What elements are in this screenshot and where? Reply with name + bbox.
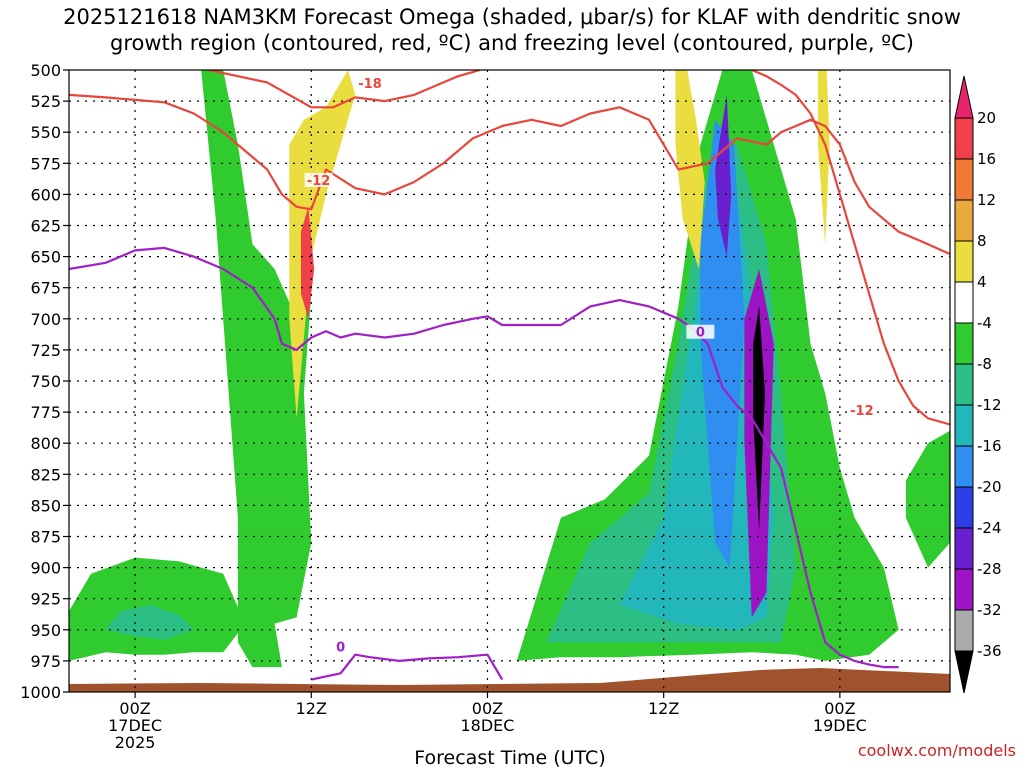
contour-label-freezing-level-lower: 0 xyxy=(336,640,345,655)
x-tick-label: 12Z xyxy=(296,699,327,718)
contour-label-bg xyxy=(304,172,333,187)
contour-label-bg xyxy=(326,639,355,654)
shade-green-right-edge xyxy=(905,430,950,568)
x-tick-label: 18DEC xyxy=(460,716,514,735)
shade-black-core-21z xyxy=(753,306,765,531)
contour-dgz-minus-12-upper xyxy=(69,93,950,256)
contour-label-bg xyxy=(847,403,876,418)
y-tick-label: 950 xyxy=(30,621,61,640)
y-tick-label: 800 xyxy=(30,434,61,453)
plot-area: -18 -12 -12 0 0 xyxy=(68,69,951,693)
colorbar-label: -24 xyxy=(977,519,1002,537)
y-tick-label: 775 xyxy=(30,403,61,422)
temperature-contours xyxy=(69,70,950,681)
shade-green-column-12z xyxy=(201,70,312,668)
chart-title-line-2: growth region (contoured, red, ºC) and f… xyxy=(110,31,914,55)
shade-red-core-12z xyxy=(301,206,315,319)
colorbar-bin xyxy=(954,445,974,488)
x-tick-label: 00Z xyxy=(472,699,503,718)
y-tick-label: 525 xyxy=(30,92,61,111)
colorbar-bin xyxy=(954,527,974,570)
contour-dgz-minus-18 xyxy=(208,70,481,109)
y-tick-label: 1000 xyxy=(20,683,61,702)
colorbar-label: -28 xyxy=(977,560,1002,578)
colorbar-label: 16 xyxy=(977,150,996,168)
contour-label-dgz-minus-12-upper: -12 xyxy=(307,174,331,189)
y-tick-label: 900 xyxy=(30,559,61,578)
colorbar-label: 4 xyxy=(977,273,987,291)
y-tick-label: 650 xyxy=(30,248,61,267)
colorbar-label: -12 xyxy=(977,396,1002,414)
x-tick-label: 17DEC xyxy=(108,716,162,735)
contour-freezing-level-lower xyxy=(311,653,504,681)
omega-shading xyxy=(69,70,950,668)
colorbar-bin xyxy=(954,322,974,365)
colorbar-bin xyxy=(954,240,974,283)
x-tick-label: 00Z xyxy=(119,699,150,718)
y-tick-label: 850 xyxy=(30,496,61,515)
colorbar-bottom-arrow xyxy=(954,650,974,694)
colorbar-bin xyxy=(954,486,974,529)
y-tick-label: 875 xyxy=(30,528,61,547)
shade-purple-column-18z xyxy=(715,94,732,257)
y-tick-label: 675 xyxy=(30,279,61,298)
terrain-ground xyxy=(69,668,950,692)
shade-teal-lower-left xyxy=(105,604,194,640)
x-tick-label: 2025 xyxy=(115,733,156,752)
x-tick-label: 19DEC xyxy=(813,716,867,735)
colorbar-label: -4 xyxy=(977,314,992,332)
colorbar-label: -20 xyxy=(977,478,1002,496)
y-tick-label: 550 xyxy=(30,123,61,142)
colorbar-bin xyxy=(954,404,974,447)
colorbar: 20 16 12 8 4 -4 -8 -12 -16 -20 -24 -28 -32 -36 xyxy=(954,75,1002,694)
colorbar-bin xyxy=(954,363,974,406)
y-tick-label: 500 xyxy=(30,61,61,80)
shade-gold-column-12z xyxy=(289,70,356,419)
y-tick-label: 600 xyxy=(30,185,61,204)
y-tick-label: 700 xyxy=(30,310,61,329)
contour-label-freezing-level: 0 xyxy=(696,326,705,341)
colorbar-bin xyxy=(954,117,974,160)
colorbar-label: -8 xyxy=(977,355,992,373)
x-tick-label: 00Z xyxy=(824,699,855,718)
contour-freezing-level xyxy=(69,246,899,669)
x-axis-title: Forecast Time (UTC) xyxy=(414,747,605,768)
contour-label-bg xyxy=(686,324,715,339)
contour-label-dgz-minus-12-right: -12 xyxy=(850,404,874,419)
colorbar-label: -16 xyxy=(977,437,1002,455)
y-tick-label: 825 xyxy=(30,465,61,484)
y-axis-pressure: 500 525 550 575 600 625 650 675 700 725 750 775 800 8… xyxy=(20,61,69,702)
colorbar-top-arrow xyxy=(954,75,974,119)
credit-text: coolwx.com/models xyxy=(858,741,1016,760)
shade-gold-column-15z xyxy=(675,70,705,269)
x-tick-label: 12Z xyxy=(648,699,679,718)
shade-blue-column-18z xyxy=(700,119,745,568)
y-tick-label: 725 xyxy=(30,341,61,360)
y-tick-label: 625 xyxy=(30,217,61,236)
colorbar-label: 8 xyxy=(977,232,987,250)
contour-dgz-minus-12-right xyxy=(751,70,950,426)
colorbar-bin xyxy=(954,609,974,652)
colorbar-bin xyxy=(954,158,974,201)
y-tick-label: 750 xyxy=(30,372,61,391)
gridlines xyxy=(69,70,950,692)
colorbar-bin xyxy=(954,568,974,611)
colorbar-label: 12 xyxy=(977,191,996,209)
colorbar-label: 20 xyxy=(977,109,996,127)
y-tick-label: 975 xyxy=(30,652,61,671)
colorbar-label: -36 xyxy=(977,642,1002,660)
colorbar-bin xyxy=(954,281,974,324)
colorbar-bin xyxy=(954,199,974,242)
y-tick-label: 925 xyxy=(30,590,61,609)
contour-labels: -18 -12 -12 0 0 xyxy=(304,75,876,655)
shade-gold-column-00z19 xyxy=(817,70,830,245)
y-tick-label: 575 xyxy=(30,154,61,173)
chart-title-line-1: 2025121618 NAM3KM Forecast Omega (shaded… xyxy=(63,5,961,29)
colorbar-label: -32 xyxy=(977,601,1002,619)
contour-label-bg xyxy=(356,75,385,90)
contour-label-dgz-minus-18: -18 xyxy=(358,77,382,92)
